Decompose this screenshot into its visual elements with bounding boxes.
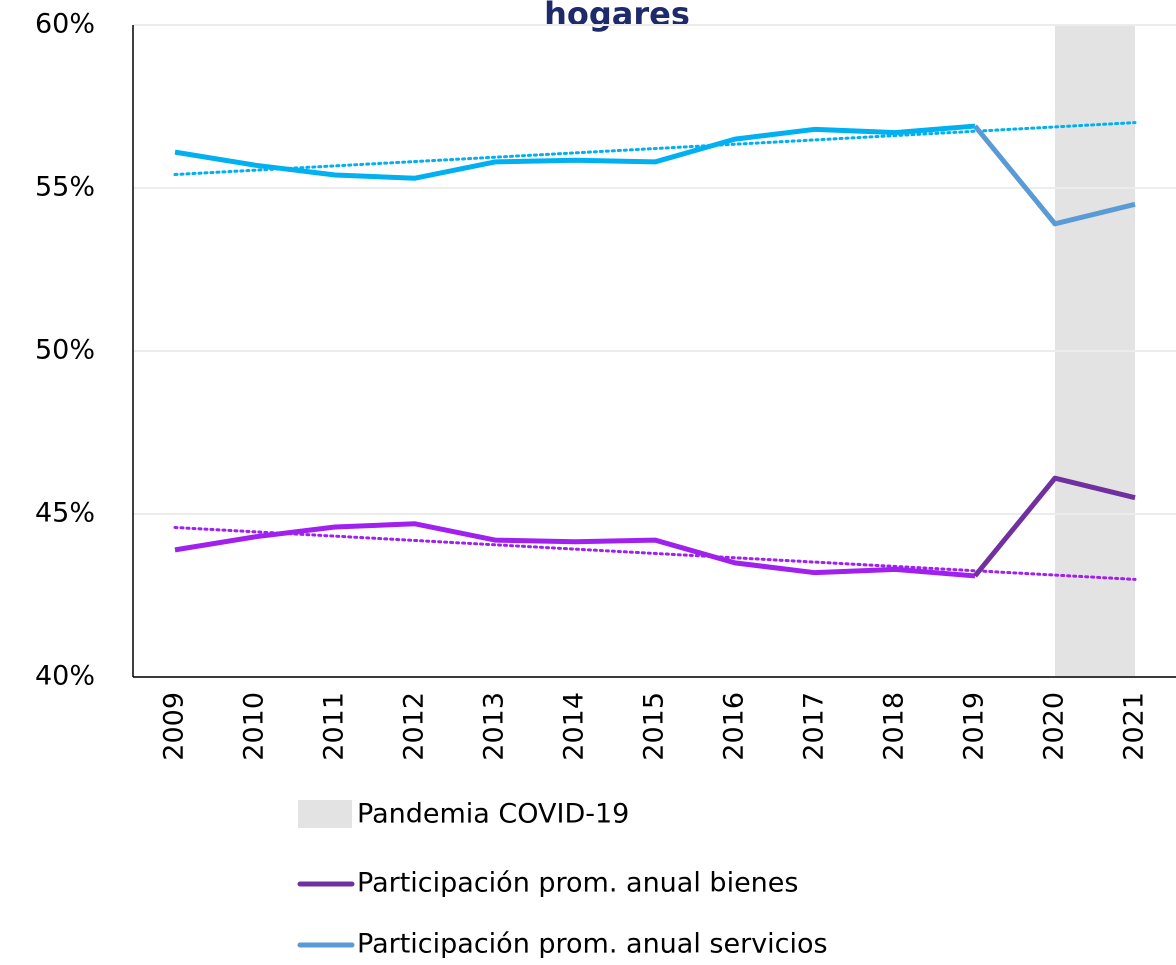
x-tick-label: 2010: [239, 692, 270, 761]
legend-label: Participación prom. anual servicios: [357, 929, 828, 960]
legend-label: Participación prom. anual bienes: [357, 868, 798, 899]
x-tick-label: 2021: [1119, 692, 1150, 761]
y-tick-label: 40%: [35, 661, 95, 692]
x-tick-label: 2011: [319, 692, 350, 761]
chart-title: hogares: [544, 0, 690, 33]
x-tick-label: 2009: [159, 692, 190, 761]
x-tick-label: 2018: [879, 692, 910, 761]
x-tick-label: 2017: [799, 692, 830, 761]
trend-line: [173, 525, 1137, 581]
x-tick-label: 2016: [719, 692, 750, 761]
series-line: [174, 123, 976, 181]
x-tick-label: 2014: [559, 692, 590, 761]
x-tick-label: 2013: [479, 692, 510, 761]
y-tick-label: 60%: [35, 9, 95, 40]
legend-swatch: [298, 800, 352, 828]
x-tick-label: 2015: [639, 692, 670, 761]
x-tick-label: 2012: [399, 692, 430, 761]
trend-line: [173, 121, 1137, 177]
series-line-highlight: [973, 475, 1136, 578]
series-line-highlight: [973, 124, 1136, 227]
series-line: [174, 521, 976, 579]
x-tick-label: 2020: [1039, 692, 1070, 761]
y-tick-label: 55%: [35, 172, 95, 203]
y-tick-label: 50%: [35, 335, 95, 366]
y-tick-label: 45%: [35, 498, 95, 529]
x-tick-label: 2019: [959, 692, 990, 761]
legend-label: Pandemia COVID-19: [357, 799, 629, 830]
